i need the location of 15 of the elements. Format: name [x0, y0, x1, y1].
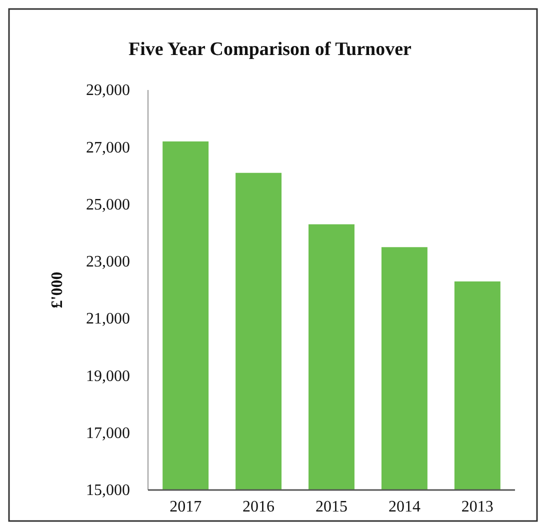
chart-title: Five Year Comparison of Turnover [128, 39, 412, 60]
y-axis-title: £'000 [49, 272, 66, 308]
y-tick-label: 29,000 [86, 82, 130, 100]
x-tick-label: 2015 [316, 498, 348, 516]
x-tick-label: 2013 [461, 498, 494, 516]
y-tick-label: 23,000 [86, 254, 130, 271]
x-tick-label: 2016 [242, 498, 275, 516]
x-tick-label: 2017 [170, 498, 202, 516]
y-tick-label: 19,000 [86, 368, 130, 385]
x-tick-label: 2014 [388, 498, 420, 516]
y-tick-label: 21,000 [86, 310, 130, 328]
y-tick-label: 27,000 [86, 139, 130, 156]
y-tick-label: 15,000 [86, 482, 130, 500]
y-tick-label: 17,000 [86, 424, 130, 442]
y-tick-label: 25,000 [86, 196, 130, 214]
